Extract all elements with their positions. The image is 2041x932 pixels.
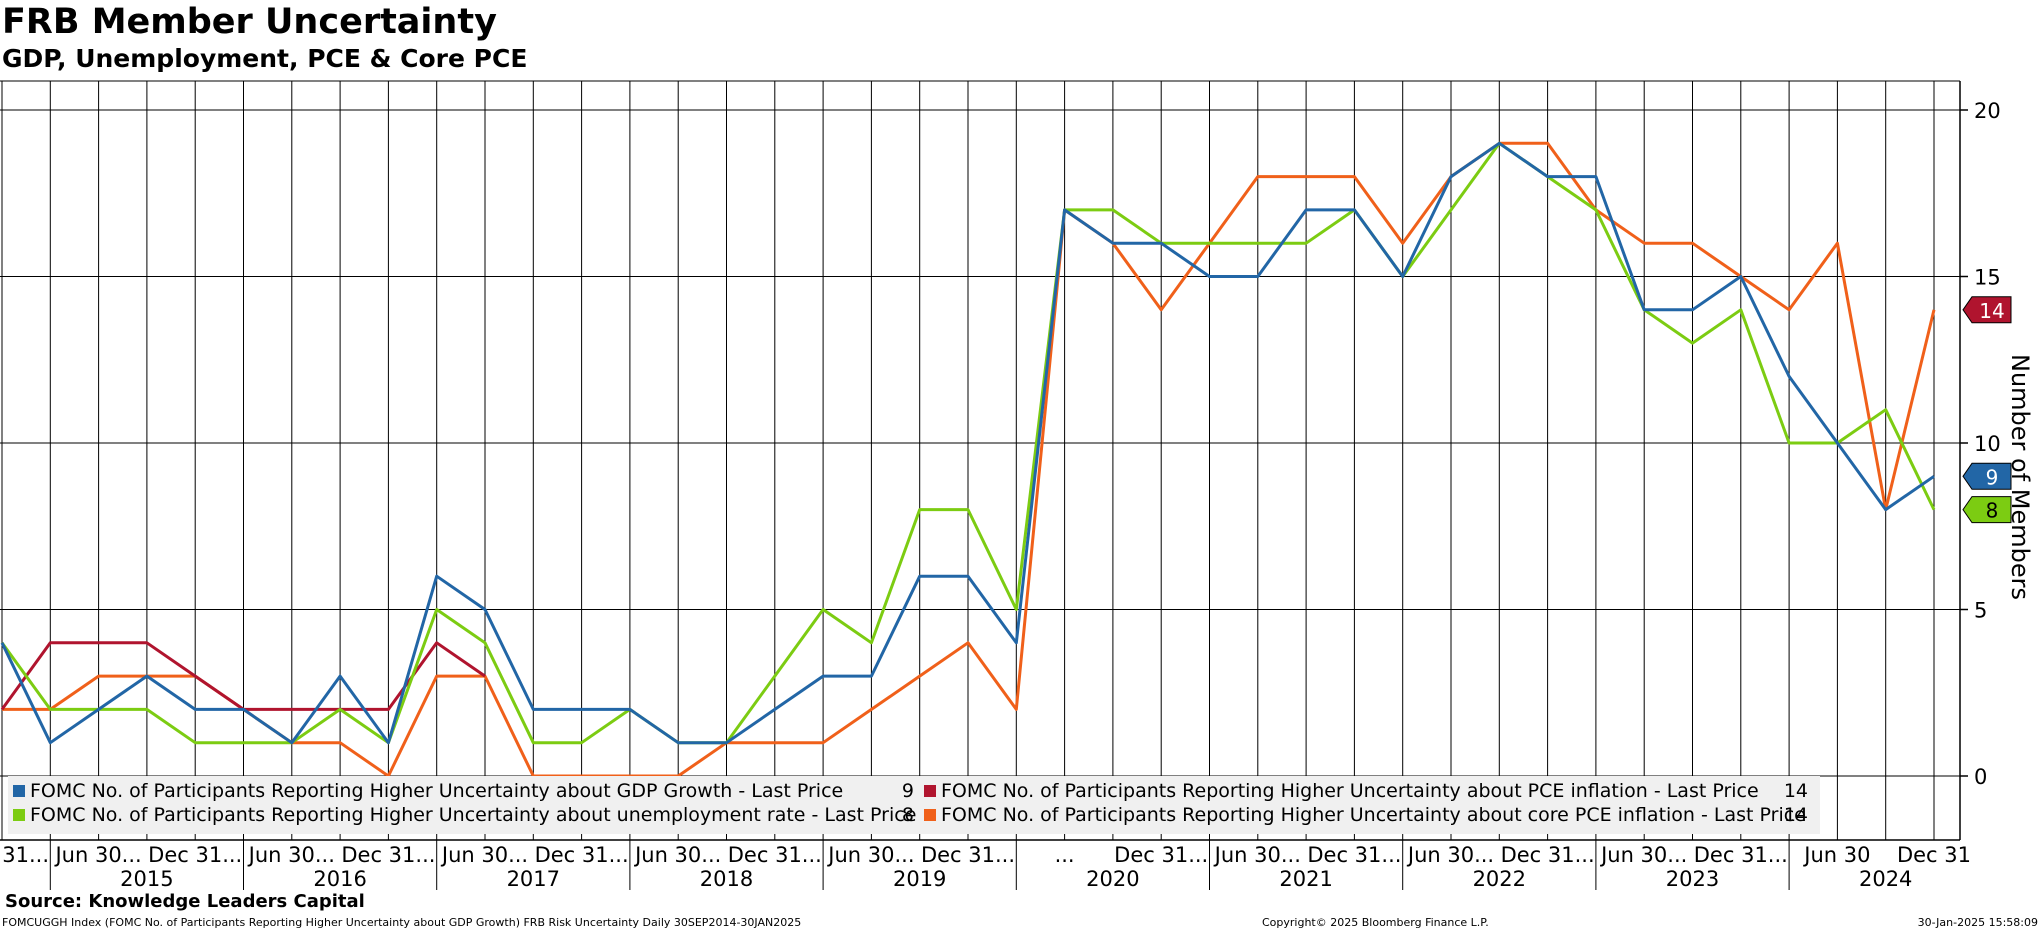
x-tick-label: Dec 31... — [148, 843, 242, 867]
legend: FOMC No. of Participants Reporting Highe… — [8, 776, 1820, 834]
x-tick-label: Dec 31... — [1114, 843, 1208, 867]
grid — [0, 80, 1960, 840]
x-tick-label: Jun 30... — [1406, 843, 1494, 867]
series-line-unemployment — [0, 141, 1936, 745]
legend-label-unemployment: FOMC No. of Participants Reporting Highe… — [30, 804, 917, 826]
x-tick-label: Dec 31... — [0, 843, 49, 867]
legend-swatch-core-pce — [924, 809, 936, 821]
chart-subtitle: GDP, Unemployment, PCE & Core PCE — [2, 44, 528, 73]
legend-item-core-pce: FOMC No. of Participants Reporting Highe… — [924, 804, 1806, 826]
legend-item-gdp: FOMC No. of Participants Reporting Highe… — [13, 780, 843, 802]
legend-swatch-unemployment — [13, 809, 25, 821]
last-price-label-gdp: 9 — [1986, 465, 1999, 489]
x-tick-label: Jun 30... — [826, 843, 914, 867]
x-tick-label: Dec 31... — [921, 843, 1015, 867]
last-price-marker-pce — [1962, 296, 2012, 324]
legend-value-pce: 14 — [1783, 780, 1808, 802]
last-price-label-unemployment: 8 — [1986, 499, 1999, 523]
x-tick-label: Jun 30... — [1213, 843, 1301, 867]
legend-label-core-pce: FOMC No. of Participants Reporting Highe… — [941, 804, 1806, 826]
index-info: FOMCUGGH Index (FOMC No. of Participants… — [2, 916, 802, 929]
x-year-label: 2015 — [120, 867, 173, 891]
x-tick-label: Dec 31... — [1694, 843, 1788, 867]
x-year-label: 2016 — [313, 867, 366, 891]
timestamp: 30-Jan-2025 15:58:09 — [1917, 916, 2038, 929]
x-year-label: 2017 — [507, 867, 560, 891]
x-tick-label: Jun 30... — [633, 843, 721, 867]
y-tick-label: 15 — [1974, 266, 2001, 290]
legend-value-core-pce: 14 — [1783, 804, 1808, 826]
last-price-marker-gdp — [1962, 462, 2012, 490]
x-tick-label: Jun 30... — [1599, 843, 1687, 867]
legend-item-unemployment: FOMC No. of Participants Reporting Highe… — [13, 804, 916, 826]
x-year-label: 2019 — [893, 867, 946, 891]
x-tick-label: Dec 31... — [1307, 843, 1401, 867]
y-tick-label: 5 — [1974, 599, 1987, 623]
x-tick-label: Jun 30... — [440, 843, 528, 867]
axes: 05101520Dec 31...Jun 30...Dec 31...Jun 3… — [0, 81, 2012, 891]
copyright-note: Copyright© 2025 Bloomberg Finance L.P. — [1262, 916, 1489, 929]
y-tick-label: 20 — [1974, 99, 2001, 123]
x-tick-label: Jun 30 — [1802, 843, 1870, 867]
x-tick-label: Jun 30... — [53, 843, 141, 867]
x-tick-label: Dec 31... — [1501, 843, 1595, 867]
legend-label-pce: FOMC No. of Participants Reporting Highe… — [941, 780, 1759, 802]
source-note: Source: Knowledge Leaders Capital — [5, 891, 365, 912]
x-tick-label: ... — [1055, 843, 1075, 867]
last-price-marker-unemployment — [1962, 496, 2012, 524]
legend-label-gdp: FOMC No. of Participants Reporting Highe… — [30, 780, 844, 802]
x-year-label: 2024 — [1859, 867, 1912, 891]
x-tick-label: Jun 30... — [247, 843, 335, 867]
x-year-label: 2023 — [1666, 867, 1719, 891]
y-tick-label: 0 — [1974, 765, 1987, 789]
y-tick-label: 10 — [1974, 432, 2001, 456]
series-lines — [0, 141, 1936, 778]
legend-value-unemployment: 8 — [901, 804, 914, 826]
legend-item-pce: FOMC No. of Participants Reporting Highe… — [924, 780, 1759, 802]
last-price-label-pce: 14 — [1979, 299, 2004, 323]
x-tick-label: Dec 31... — [728, 843, 822, 867]
chart-title: FRB Member Uncertainty — [2, 2, 497, 42]
x-year-label: 2018 — [700, 867, 753, 891]
legend-value-gdp: 9 — [901, 780, 914, 802]
legend-swatch-gdp — [13, 785, 25, 797]
series-line-gdp — [0, 141, 1935, 745]
legend-swatch-pce — [924, 785, 936, 797]
x-tick-label: Dec 31... — [341, 843, 435, 867]
x-tick-label: Dec 31... — [535, 843, 629, 867]
x-year-label: 2020 — [1086, 867, 1139, 891]
x-year-label: 2021 — [1279, 867, 1332, 891]
x-year-label: 2022 — [1473, 867, 1526, 891]
y-axis-label: Number of Members — [2006, 354, 2034, 600]
x-tick-label: Dec 31 — [1897, 843, 1971, 867]
